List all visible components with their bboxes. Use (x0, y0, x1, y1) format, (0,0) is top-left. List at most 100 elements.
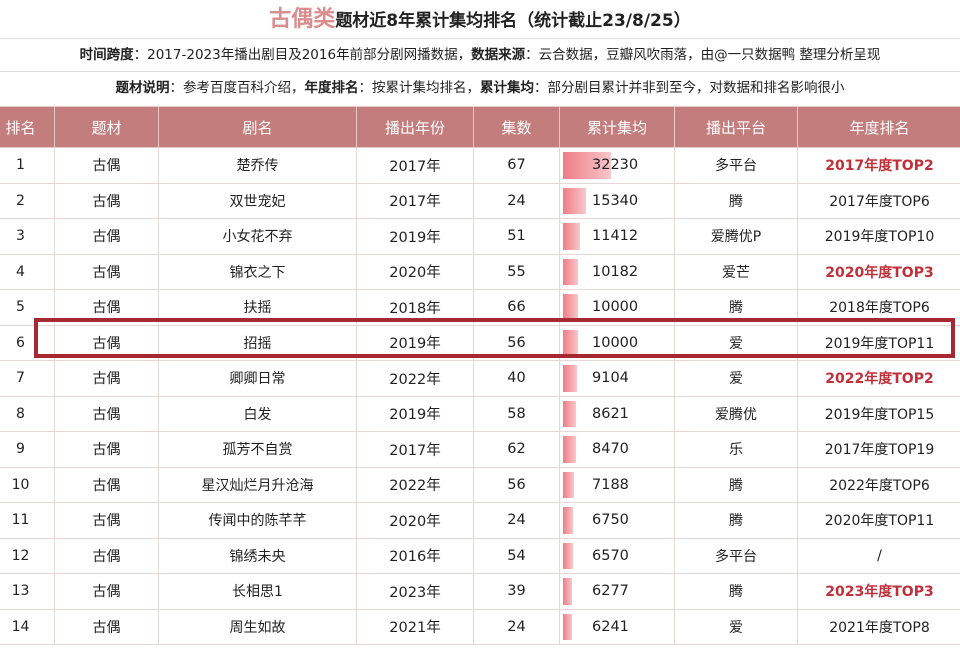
table-row: 3 古偶 小女花不弃 2019年 51 11412 爱腾优P 2019年度TOP10 (0, 218, 960, 255)
info-key: 题材说明 (115, 80, 170, 96)
platform-cell: 爱芒 (674, 253, 798, 290)
table-header-row: 排名 题材 剧名 播出年份 集数 累计集均 播出平台 年度排名 (0, 106, 960, 148)
episodes-cell: 40 (473, 360, 560, 397)
annual-rank-cell: 2023年度TOP3 (797, 573, 960, 610)
genre-cell: 古偶 (54, 466, 159, 503)
episodes-cell: 67 (473, 147, 560, 184)
drama-name-cell: 招摇 (158, 324, 357, 361)
avg-views-cell: 8621 (559, 395, 675, 432)
rank-cell: 7 (0, 360, 55, 397)
episodes-cell: 54 (473, 537, 560, 574)
genre-cell: 古偶 (54, 253, 159, 290)
year-cell: 2020年 (356, 502, 474, 539)
table-row: 12 古偶 锦绣未央 2016年 54 6570 多平台 / (0, 537, 960, 574)
table-row: 5 古偶 扶摇 2018年 66 10000 腾 2018年度TOP6 (0, 289, 960, 326)
genre-cell: 古偶 (54, 182, 159, 219)
table-row: 6 古偶 招摇 2019年 56 10000 爱 2019年度TOP11 (0, 324, 960, 361)
platform-cell: 多平台 (674, 147, 798, 184)
annual-rank-cell: 2022年度TOP6 (797, 466, 960, 503)
drama-name-cell: 孤芳不自赏 (158, 431, 357, 468)
avg-views-bar (563, 223, 580, 250)
year-cell: 2022年 (356, 360, 474, 397)
annual-rank-cell: 2019年度TOP10 (797, 218, 960, 255)
episodes-cell: 39 (473, 573, 560, 610)
avg-views-value: 15340 (592, 192, 639, 209)
info-key: 时间跨度 (79, 47, 134, 63)
rank-cell: 11 (0, 502, 55, 539)
info-value: ：云合数据，豆瓣风吹雨落，由@一只数据鸭 整理分析呈现 (525, 47, 881, 63)
avg-views-cell: 9104 (559, 360, 675, 397)
avg-views-value: 10000 (592, 334, 639, 351)
platform-cell: 爱腾优P (674, 218, 798, 255)
avg-views-bar (563, 152, 611, 179)
title-accent: 古偶类 (269, 7, 336, 32)
table-row: 9 古偶 孤芳不自赏 2017年 62 8470 乐 2017年度TOP19 (0, 431, 960, 468)
platform-cell: 腾 (674, 289, 798, 326)
rank-cell: 4 (0, 253, 55, 290)
info-line-2: 题材说明：参考百度百科介绍，年度排名：按累计集均排名，累计集均：部分剧目累计并非… (0, 71, 960, 104)
drama-name-cell: 白发 (158, 395, 357, 432)
avg-views-cell: 10000 (559, 289, 675, 326)
episodes-cell: 24 (473, 502, 560, 539)
avg-views-bar (563, 187, 586, 214)
year-cell: 2020年 (356, 253, 474, 290)
genre-cell: 古偶 (54, 395, 159, 432)
avg-views-cell: 6277 (559, 573, 675, 610)
table-row: 2 古偶 双世宠妃 2017年 24 15340 腾 2017年度TOP6 (0, 182, 960, 219)
column-header: 播出年份 (356, 106, 474, 148)
drama-name-cell: 长相思1 (158, 573, 357, 610)
year-cell: 2016年 (356, 537, 474, 574)
avg-views-bar (563, 365, 577, 392)
year-cell: 2017年 (356, 182, 474, 219)
year-cell: 2019年 (356, 218, 474, 255)
info-key: 数据来源 (471, 47, 526, 63)
drama-name-cell: 扶摇 (158, 289, 357, 326)
platform-cell: 爱 (674, 360, 798, 397)
drama-name-cell: 周生如故 (158, 608, 357, 645)
rank-cell: 8 (0, 395, 55, 432)
column-header: 剧名 (158, 106, 357, 148)
year-cell: 2017年 (356, 147, 474, 184)
column-header: 累计集均 (559, 106, 675, 148)
avg-views-value: 10000 (592, 299, 639, 316)
info-value: ：2017-2023年播出剧目及2016年前部分剧网播数据， (133, 47, 472, 63)
drama-name-cell: 锦绣未央 (158, 537, 357, 574)
column-header: 题材 (54, 106, 159, 148)
table-row: 4 古偶 锦衣之下 2020年 55 10182 爱芒 2020年度TOP3 (0, 253, 960, 290)
genre-cell: 古偶 (54, 537, 159, 574)
rank-cell: 12 (0, 537, 55, 574)
avg-views-value: 6750 (592, 512, 629, 529)
rank-cell: 13 (0, 573, 55, 610)
platform-cell: 多平台 (674, 537, 798, 574)
column-header: 播出平台 (674, 106, 798, 148)
column-header: 排名 (0, 106, 55, 148)
annual-rank-cell: 2018年度TOP6 (797, 289, 960, 326)
avg-views-bar (563, 436, 576, 463)
rank-cell: 5 (0, 289, 55, 326)
info-key: 年度排名 (304, 80, 359, 96)
avg-views-cell: 32230 (559, 147, 675, 184)
genre-cell: 古偶 (54, 360, 159, 397)
avg-views-cell: 10182 (559, 253, 675, 290)
year-cell: 2017年 (356, 431, 474, 468)
avg-views-value: 32230 (592, 157, 639, 174)
genre-cell: 古偶 (54, 502, 159, 539)
platform-cell: 腾 (674, 466, 798, 503)
drama-name-cell: 传闻中的陈芊芊 (158, 502, 357, 539)
genre-cell: 古偶 (54, 147, 159, 184)
episodes-cell: 24 (473, 182, 560, 219)
annual-rank-cell: 2019年度TOP11 (797, 324, 960, 361)
annual-rank-cell: 2019年度TOP15 (797, 395, 960, 432)
drama-name-cell: 小女花不弃 (158, 218, 357, 255)
column-header: 集数 (473, 106, 560, 148)
year-cell: 2021年 (356, 608, 474, 645)
title-main: 题材近8年累计集均排名（统计截止23/8/25） (335, 11, 691, 31)
annual-rank-cell: / (797, 537, 960, 574)
episodes-cell: 24 (473, 608, 560, 645)
genre-cell: 古偶 (54, 289, 159, 326)
info-value: ：按累计集均排名， (358, 80, 481, 96)
info-value: ：部分剧目累计并非到至今，对数据和排名影响很小 (534, 80, 845, 96)
annual-rank-cell: 2017年度TOP2 (797, 147, 960, 184)
year-cell: 2019年 (356, 395, 474, 432)
table-body: 1 古偶 楚乔传 2017年 67 32230 多平台 2017年度TOP2 2 古偶 双世宠妃 20… (0, 147, 960, 645)
